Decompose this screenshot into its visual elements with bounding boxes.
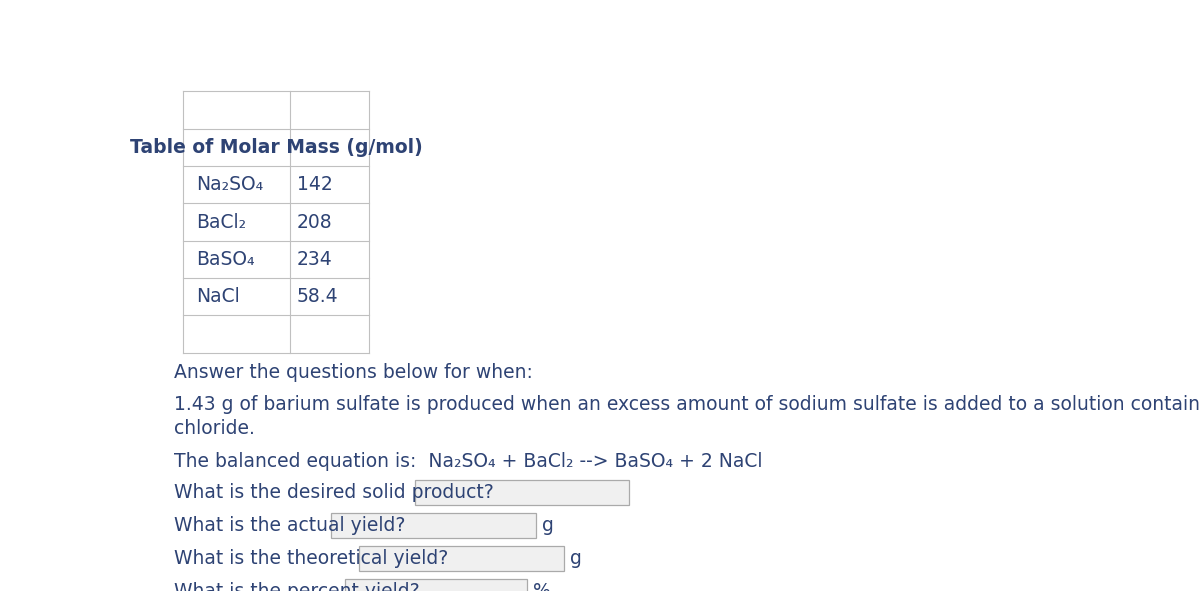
- Text: What is the percent yield?: What is the percent yield?: [174, 583, 420, 591]
- Text: The balanced equation is:  Na₂SO₄ + BaCl₂ --> BaSO₄ + 2 NaCl: The balanced equation is: Na₂SO₄ + BaCl₂…: [174, 452, 763, 471]
- Text: g: g: [570, 549, 582, 569]
- Text: chloride.: chloride.: [174, 419, 256, 438]
- FancyBboxPatch shape: [415, 480, 629, 505]
- Text: What is the theoretical yield?: What is the theoretical yield?: [174, 549, 449, 569]
- Text: 58.4: 58.4: [296, 287, 338, 306]
- FancyBboxPatch shape: [346, 579, 527, 591]
- FancyBboxPatch shape: [331, 513, 536, 538]
- Text: Answer the questions below for when:: Answer the questions below for when:: [174, 363, 533, 382]
- Text: Table of Molar Mass (g/mol): Table of Molar Mass (g/mol): [130, 138, 422, 157]
- Text: 208: 208: [296, 213, 332, 232]
- Text: BaSO₄: BaSO₄: [197, 250, 254, 269]
- Text: 142: 142: [296, 175, 332, 194]
- Text: NaCl: NaCl: [197, 287, 240, 306]
- Text: g: g: [542, 516, 554, 535]
- Text: Na₂SO₄: Na₂SO₄: [197, 175, 264, 194]
- Text: BaCl₂: BaCl₂: [197, 213, 246, 232]
- Text: 234: 234: [296, 250, 332, 269]
- Text: What is the actual yield?: What is the actual yield?: [174, 516, 406, 535]
- Text: What is the desired solid product?: What is the desired solid product?: [174, 483, 494, 502]
- Text: %: %: [533, 583, 551, 591]
- FancyBboxPatch shape: [359, 546, 564, 571]
- Text: 1.43 g of barium sulfate is produced when an excess amount of sodium sulfate is : 1.43 g of barium sulfate is produced whe…: [174, 395, 1200, 414]
